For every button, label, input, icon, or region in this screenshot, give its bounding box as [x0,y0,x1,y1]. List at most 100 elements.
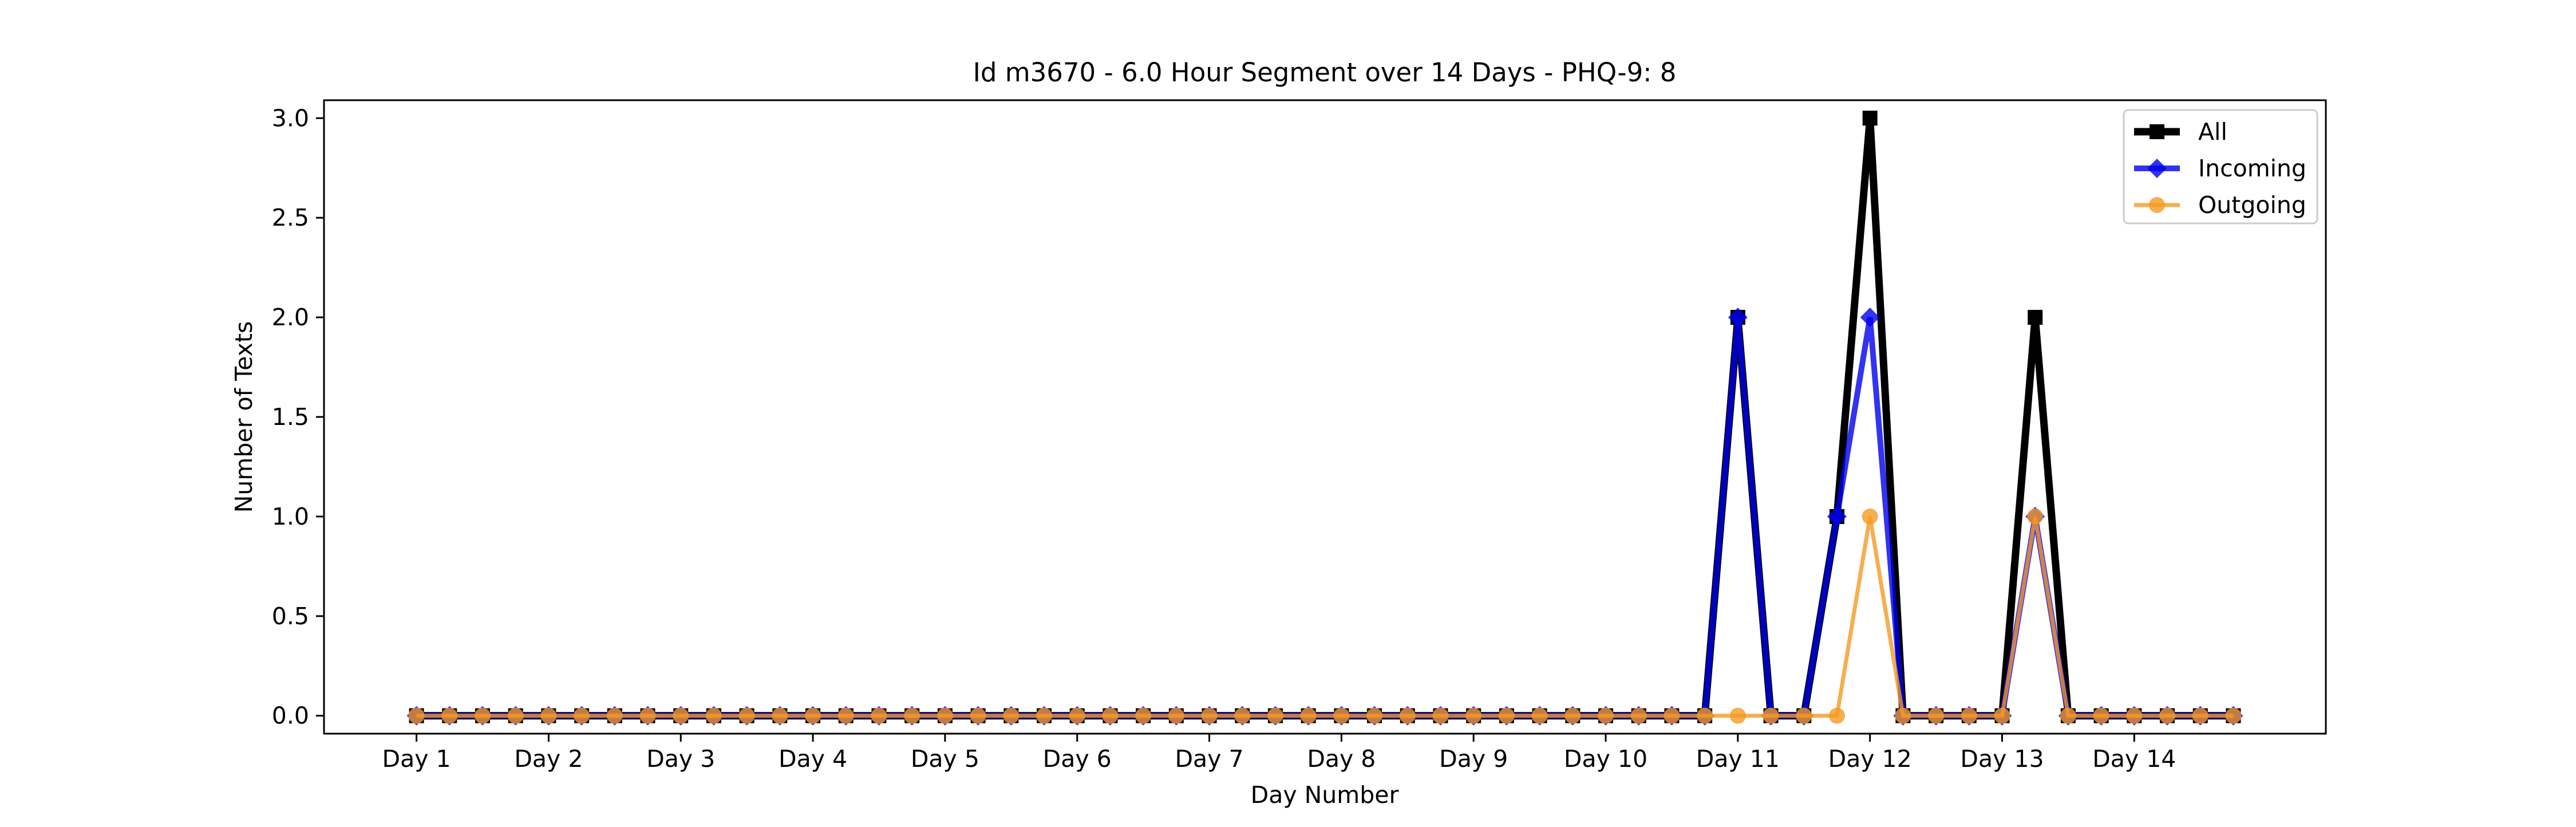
data-point [937,707,953,724]
data-point [1961,707,1977,724]
legend: All Incoming Outgoing [2123,109,2318,225]
y-tick-label: 1.0 [272,503,309,530]
data-point [2093,707,2109,724]
x-tick-label: Day 14 [2092,745,2176,773]
data-point [837,707,854,724]
data-point [639,707,656,724]
x-tick-label: Day 12 [1828,745,1912,773]
legend-item: Incoming [2134,155,2306,182]
data-point [871,707,887,724]
data-point [1928,707,1945,724]
data-point [441,707,458,724]
series-outgoing [408,508,2242,724]
data-point [1664,707,1680,724]
data-point [2028,310,2043,325]
x-tick-label: Day 1 [382,745,451,773]
legend-frame [2123,109,2318,225]
data-point [1728,308,1748,328]
data-point [2147,159,2167,178]
x-axis: Day 1 Day 2 Day 3 Day 4 Day 5 Day 6 Day 7 Day 8… [382,734,2176,773]
y-tick-label: 3.0 [272,104,309,132]
x-tick-label: Day 10 [1564,745,1647,773]
data-point [2149,197,2165,213]
data-point [2060,707,2076,724]
x-tick-label: Day 2 [514,745,583,773]
data-point [1399,707,1416,724]
data-point [904,707,920,724]
data-point [1598,707,1614,724]
x-tick-label: Day 4 [779,745,847,773]
data-point [705,707,722,724]
data-point [474,707,491,724]
data-point [1860,308,1880,328]
data-point [1201,707,1218,724]
data-point [1862,508,1878,525]
data-point [772,707,788,724]
data-point [606,707,623,724]
data-point [1432,707,1449,724]
data-point [1036,707,1052,724]
data-point [1498,707,1515,724]
x-tick-label: Day 6 [1043,745,1112,773]
data-point [1862,111,1878,126]
data-point [1697,707,1713,724]
data-point [805,707,821,724]
x-tick-label: Day 9 [1439,745,1508,773]
y-axis-label: Number of Texts [230,321,258,513]
data-point [1531,707,1548,724]
y-tick-label: 2.0 [272,304,309,331]
data-point [1102,707,1119,724]
chart-title: Id m3670 - 6.0 Hour Segment over 14 Days… [973,57,1677,88]
data-point [738,707,755,724]
data-point [2126,707,2143,724]
data-point [1827,506,1847,526]
data-point [2225,707,2242,724]
data-point [1003,707,1020,724]
legend-label: Outgoing [2198,191,2306,219]
data-point [1729,707,1746,724]
data-point [1564,707,1581,724]
data-point [1168,707,1184,724]
x-axis-label: Day Number [1251,781,1399,809]
series-group [406,111,2243,726]
legend-item: Outgoing [2134,191,2306,219]
data-point [1895,707,1911,724]
data-point [1267,707,1283,724]
data-point [1234,707,1251,724]
data-point [507,707,524,724]
x-tick-label: Day 7 [1175,745,1243,773]
data-point [1366,707,1383,724]
x-tick-label: Day 8 [1307,745,1376,773]
data-point [1796,707,1812,724]
data-point [1300,707,1317,724]
x-tick-label: Day 11 [1696,745,1780,773]
data-point [540,707,557,724]
data-point [1630,707,1647,724]
data-point [1994,707,2010,724]
y-tick-label: 1.5 [272,403,309,431]
x-tick-label: Day 3 [646,745,715,773]
data-point [1763,707,1779,724]
data-point [408,707,425,724]
legend-item: All [2134,118,2227,145]
data-point [1828,707,1845,724]
data-point [2150,124,2164,139]
x-tick-label: Day 13 [1960,745,2044,773]
data-point [1069,707,1085,724]
y-tick-label: 2.5 [272,204,309,231]
data-point [1333,707,1350,724]
x-tick-label: Day 5 [911,745,979,773]
y-tick-label: 0.0 [272,702,309,730]
y-tick-label: 0.5 [272,602,309,630]
data-point [1135,707,1152,724]
y-axis: 0.0 0.5 1.0 1.5 2.0 2.5 3.0 [272,104,324,730]
data-point [1465,707,1482,724]
legend-label: Incoming [2198,155,2306,182]
data-point [2027,508,2044,525]
data-point [673,707,689,724]
data-point [2192,707,2208,724]
data-point [2159,707,2176,724]
data-point [574,707,590,724]
plot-frame [323,99,2327,735]
